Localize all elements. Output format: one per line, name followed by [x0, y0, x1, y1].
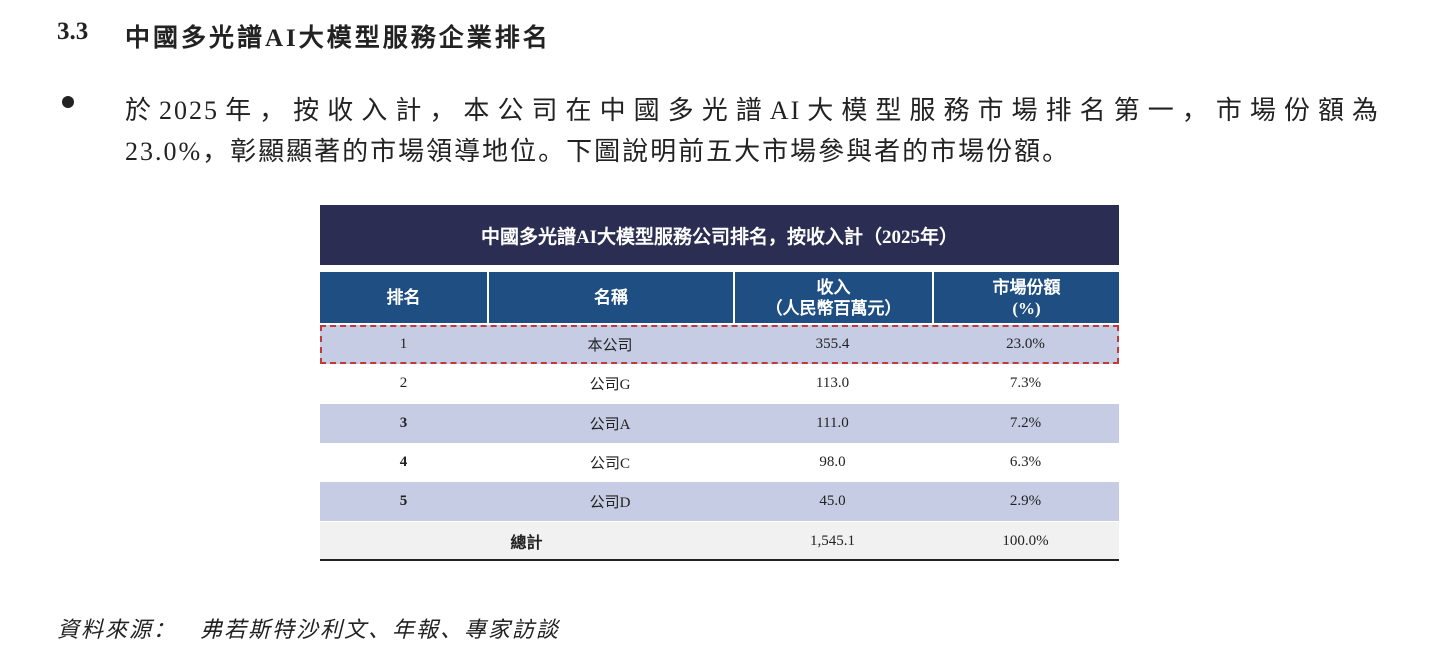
- cell-text: 排名: [386, 288, 421, 307]
- body-cell: 3: [320, 404, 487, 443]
- header-cell: 排名: [320, 272, 487, 323]
- row-bg: [320, 521, 1119, 561]
- body-cell: 公司D: [487, 482, 733, 521]
- cell-text: (%): [1012, 298, 1041, 318]
- body-cell: 4: [320, 443, 487, 482]
- cell-text: 111.0: [816, 414, 849, 431]
- body-cell: 本公司: [487, 325, 733, 364]
- cell-text: 市場份額: [992, 277, 1061, 297]
- cell-text: 公司A: [589, 416, 631, 433]
- paragraph-line: 23.0%，彰顯顯著的市場領導地位。下圖說明前五大市場參與者的市場份額。: [125, 137, 1071, 166]
- body-cell: 公司C: [487, 443, 733, 482]
- row-bg: [320, 482, 1119, 522]
- source-label: 資料來源：: [57, 617, 178, 642]
- cell-text: 45.0: [819, 493, 846, 510]
- header-cell: 名稱: [487, 272, 733, 323]
- table-title: 中國多光譜AI大模型服務公司排名，按收入計（2025年）: [320, 205, 1119, 265]
- body-cell: 2.9%: [932, 482, 1119, 521]
- cell-text: 7.2%: [1009, 414, 1042, 431]
- cell-text: 6.3%: [1009, 454, 1042, 471]
- body-cell: 111.0: [733, 404, 932, 443]
- cell-text: （人民幣百萬元）: [765, 298, 902, 318]
- cell-text: 7.3%: [1009, 375, 1042, 392]
- cell-text: 公司C: [589, 456, 630, 473]
- cell-text: 355.4: [815, 336, 850, 353]
- body-cell: 6.3%: [932, 443, 1119, 482]
- cell-text: 總計: [510, 535, 543, 553]
- body-cell: 公司A: [487, 404, 733, 443]
- section-title: 中國多光譜AI大模型服務企業排名: [125, 25, 551, 52]
- cell-text: 3: [399, 414, 408, 431]
- source-text: 弗若斯特沙利文、年報、專家訪談: [200, 617, 561, 642]
- cell-text: 100.0%: [1002, 532, 1049, 549]
- body-cell: 98.0: [733, 443, 932, 482]
- cell-text: 2.9%: [1009, 493, 1042, 510]
- cell-text: 4: [399, 454, 408, 471]
- body-cell: 1: [320, 325, 487, 364]
- row-bg: [320, 442, 1119, 483]
- cell-text: 1,545.1: [810, 532, 855, 549]
- body-cell: 355.4: [733, 325, 932, 364]
- cell-text: 收入: [816, 277, 851, 297]
- body-cell: 23.0%: [932, 325, 1119, 364]
- cell-text: 2: [399, 375, 408, 392]
- body-cell: 45.0: [733, 482, 932, 521]
- cell-text: 23.0%: [1006, 336, 1045, 353]
- cell-text: 本公司: [587, 338, 633, 355]
- cell-text: 公司G: [589, 377, 631, 394]
- header-cell: 收入 （人民幣百萬元）: [733, 272, 932, 323]
- body-cell: 公司G: [487, 364, 733, 403]
- row-bg: [320, 325, 1119, 365]
- cell-text: 113.0: [815, 375, 850, 392]
- total-cell: 1,545.1: [733, 522, 932, 561]
- bullet: [62, 96, 74, 108]
- cell-text: 1: [399, 336, 408, 353]
- table: 排名 名稱 收入 （人民幣百萬元） 市場份額 (%) 1 本公司 355.4 23.0% 2 公司G 1…: [320, 272, 1119, 561]
- section-number: 3.3: [57, 18, 89, 45]
- total-cell: 總計: [320, 522, 733, 561]
- body-cell: 113.0: [733, 364, 932, 403]
- body-cell: 7.2%: [932, 404, 1119, 443]
- body-cell: 5: [320, 482, 487, 521]
- cell-text: 公司D: [589, 495, 631, 512]
- body-cell: 7.3%: [932, 364, 1119, 403]
- row-bg: [320, 403, 1119, 443]
- body-cell: 2: [320, 364, 487, 403]
- cell-text: 5: [399, 493, 408, 510]
- row-bg: [320, 364, 1119, 404]
- total-cell: 100.0%: [932, 522, 1119, 561]
- cell-text: 名稱: [594, 288, 628, 307]
- header-cell: 市場份額 (%): [932, 272, 1119, 323]
- cell-text: 98.0: [819, 454, 846, 471]
- paragraph-line: 於2025年，按收入計，本公司在中國多光譜AI大模型服務市場排名第一，市場份額為: [125, 96, 1380, 125]
